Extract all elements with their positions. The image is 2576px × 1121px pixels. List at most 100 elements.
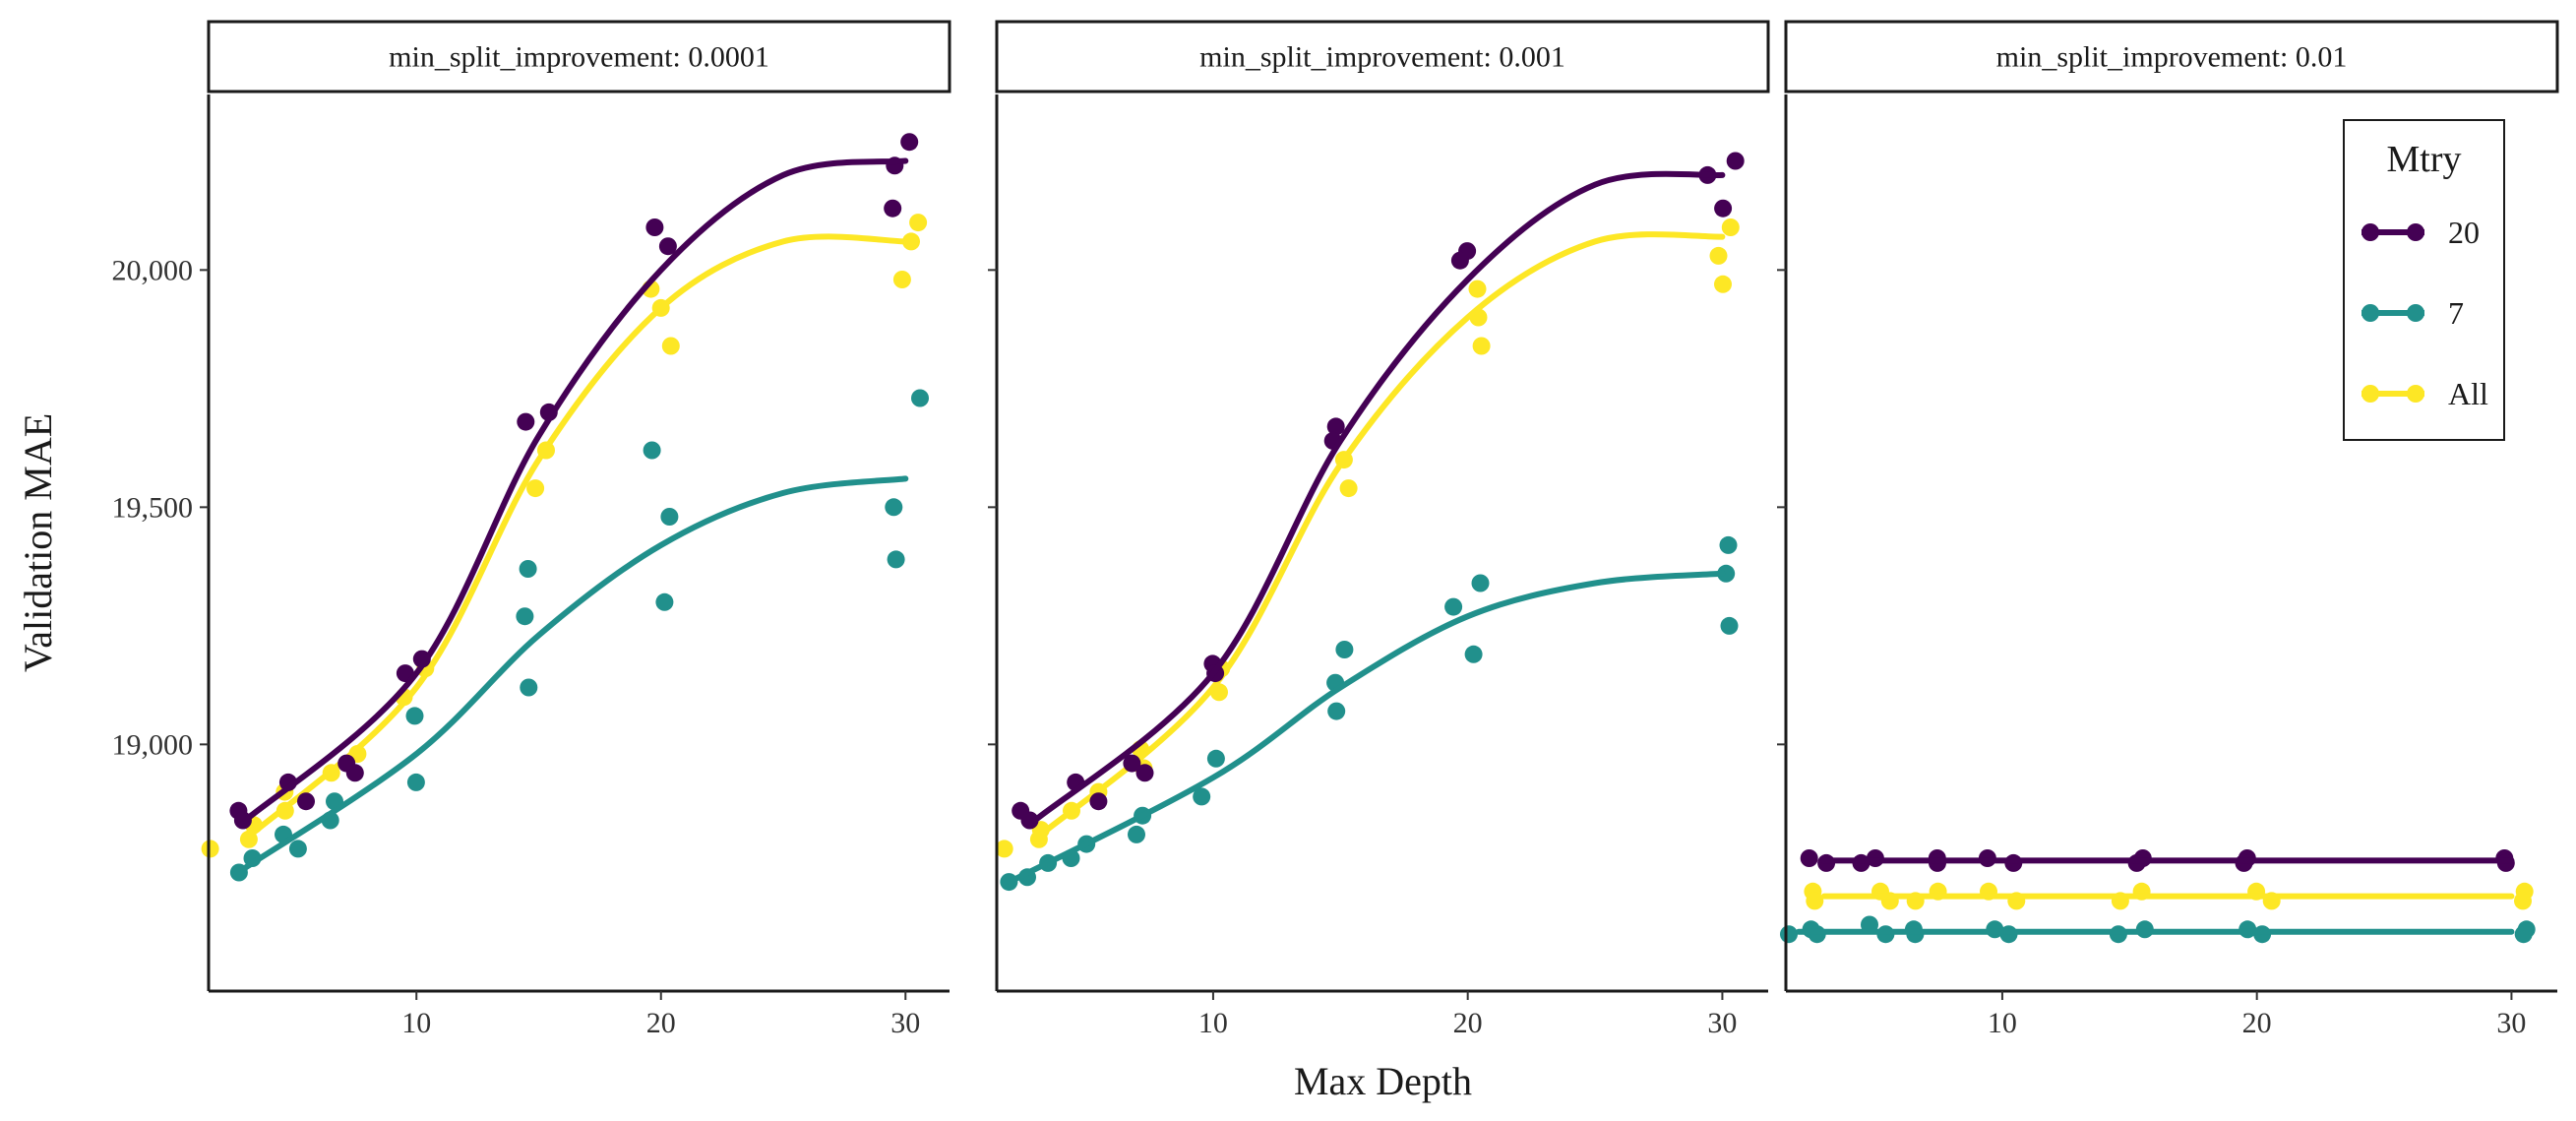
data-point-20 [517, 412, 535, 431]
facet-strip-1 [207, 20, 951, 93]
legend-entry-7: 7 [2361, 295, 2464, 331]
y-tick-label: 19,500 [112, 491, 194, 524]
data-point-20 [1135, 764, 1154, 782]
data-point-7 [1206, 749, 1225, 768]
trend-line-7 [242, 475, 909, 871]
data-point-20 [1326, 417, 1345, 436]
x-tick-label: 30 [890, 1007, 920, 1039]
data-point-All [909, 214, 928, 232]
legend-entry-20: 20 [2361, 215, 2480, 250]
y-tick-label: 19,000 [112, 728, 194, 761]
data-point-20 [900, 133, 919, 152]
data-point-7 [520, 678, 538, 697]
data-point-All [902, 232, 920, 251]
facet-strip-3 [1784, 20, 2559, 93]
legend-key-dot [2361, 223, 2379, 241]
legend: Mtry 20 7 All [2343, 119, 2505, 441]
data-point-7 [660, 508, 679, 526]
data-point-7 [519, 560, 537, 578]
data-point-7 [911, 389, 929, 407]
data-point-All [1339, 479, 1358, 498]
legend-entry-All: All [2361, 376, 2488, 411]
data-point-20 [345, 764, 364, 782]
facet-strips: min_split_improvement: 0.0001 min_split_i… [207, 20, 2559, 93]
data-point-7 [1327, 702, 1346, 720]
x-tick-label: 10 [1988, 1007, 2017, 1039]
facet-strip-label-1: min_split_improvement: 0.0001 [389, 41, 769, 74]
facet-strip-label-3: min_split_improvement: 0.01 [1996, 41, 2348, 74]
data-point-7 [887, 550, 905, 569]
data-point-7 [1719, 535, 1738, 554]
legend-label: 7 [2448, 295, 2464, 331]
x-axis-title: Max Depth [1294, 1059, 1472, 1103]
data-point-20 [658, 237, 677, 256]
data-point-7 [1717, 564, 1736, 583]
trend-line-20 [242, 157, 909, 824]
data-point-7 [288, 840, 307, 858]
data-point-20 [297, 792, 315, 811]
legend-key-dot [2407, 385, 2424, 403]
panel-2: 10 20 30 [988, 94, 1768, 1039]
data-point-All [892, 271, 911, 288]
data-point-20 [1726, 152, 1745, 170]
series-7-panel-3 [1780, 915, 2536, 944]
x-tick-label: 20 [1453, 1007, 1483, 1039]
series-All-panel-1 [201, 214, 928, 858]
x-tick-label: 30 [1707, 1007, 1737, 1039]
x-tick-label: 20 [646, 1007, 676, 1039]
x-tick-label: 10 [401, 1007, 431, 1039]
data-point-7 [2514, 925, 2533, 944]
legend-key-dot [2361, 385, 2379, 403]
legend-label: 20 [2448, 215, 2480, 250]
data-point-7 [1193, 787, 1211, 806]
legend-label: All [2448, 376, 2488, 411]
data-point-7 [406, 773, 425, 791]
trend-line-All [242, 233, 909, 842]
data-point-7 [655, 592, 674, 611]
data-point-All [995, 840, 1013, 858]
panel-1: 10 20 30 19,000 19,500 20,000 [112, 94, 950, 1039]
data-point-20 [1714, 199, 1733, 218]
data-point-20 [1089, 792, 1108, 811]
data-point-All [1721, 218, 1740, 236]
data-point-7 [1335, 641, 1354, 658]
data-point-All [661, 337, 680, 355]
data-point-All [526, 479, 545, 498]
trend-line-All [1031, 231, 1726, 842]
series-7-panel-1 [229, 389, 929, 882]
data-point-All [1806, 892, 1824, 910]
series-All-panel-2 [995, 218, 1740, 858]
series-7-panel-2 [1000, 535, 1739, 892]
legend-title: Mtry [2387, 139, 2462, 180]
series-All-panel-3 [1804, 882, 2534, 910]
legend-key-dot [2407, 223, 2424, 241]
trend-line-7 [1006, 570, 1726, 886]
data-point-20 [1123, 754, 1141, 773]
data-point-20 [645, 218, 664, 236]
data-point-All [2514, 892, 2532, 910]
data-point-All [1714, 275, 1732, 293]
data-point-20 [1020, 811, 1039, 830]
data-point-All [1709, 246, 1728, 265]
x-tick-label: 20 [2242, 1007, 2272, 1039]
data-point-All [201, 840, 219, 858]
data-point-7 [1780, 925, 1798, 944]
data-point-7 [405, 707, 424, 725]
facet-strip-label-2: min_split_improvement: 0.001 [1199, 41, 1565, 74]
legend-key-dot [2361, 304, 2379, 322]
trend-line-20 [1031, 170, 1726, 824]
data-point-7 [1720, 616, 1739, 635]
data-point-20 [884, 199, 902, 218]
data-point-7 [885, 498, 903, 517]
series-20-panel-1 [229, 133, 919, 830]
series-20-panel-3 [1800, 849, 2515, 872]
facet-panels: 10 20 30 19,000 19,500 20,000 10 20 30 10 20 30 [112, 94, 2557, 1039]
x-tick-label: 30 [2496, 1007, 2526, 1039]
series-20-panel-2 [1012, 152, 1745, 830]
data-point-7 [1128, 825, 1145, 843]
data-point-7 [643, 441, 661, 460]
data-point-7 [1464, 645, 1483, 663]
y-axis-title: Validation MAE [16, 413, 60, 672]
data-point-7 [1444, 597, 1463, 616]
